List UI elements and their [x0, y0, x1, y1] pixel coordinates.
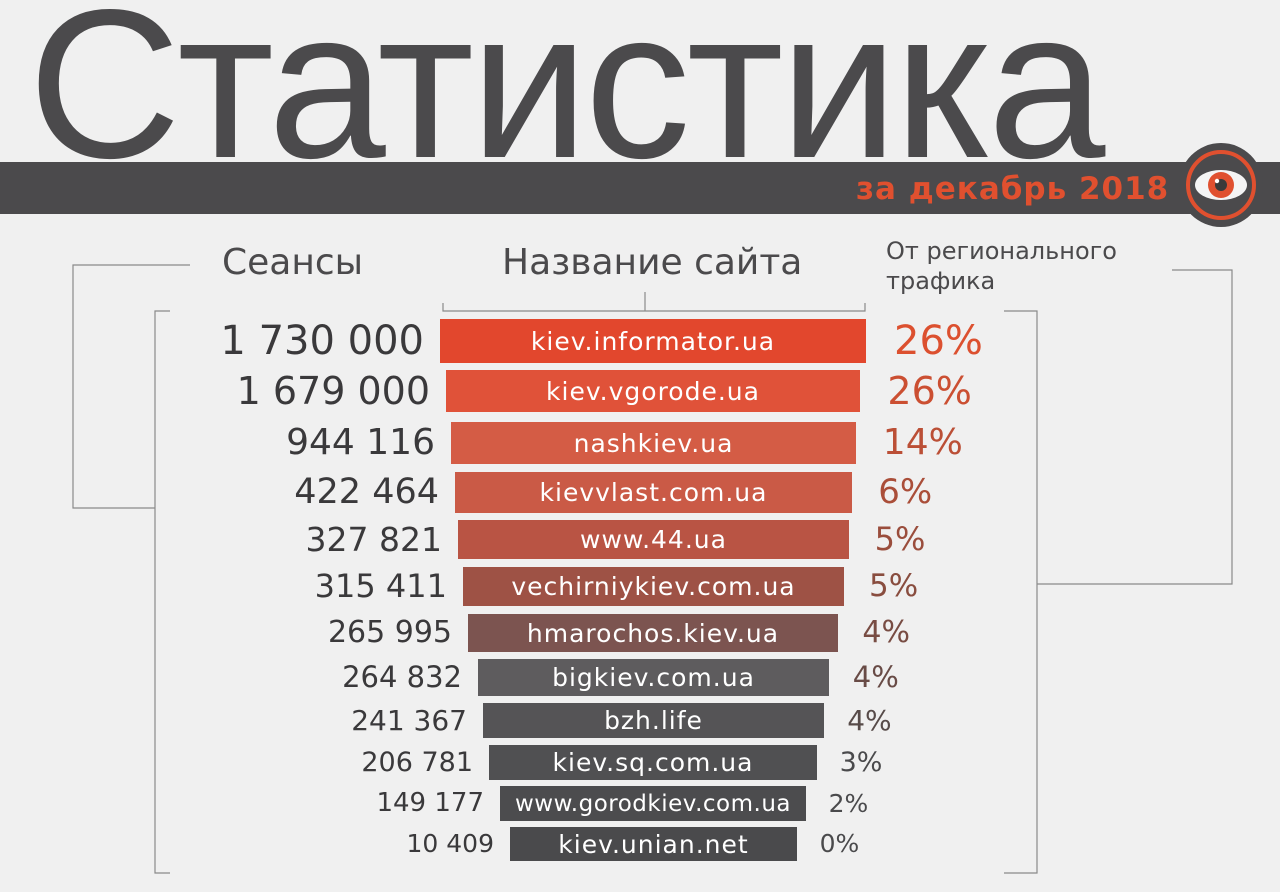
- site-bar: www.44.ua: [458, 520, 849, 559]
- regional-share-value: 2%: [828, 789, 869, 818]
- page-title: Статистика: [28, 0, 1105, 202]
- site-bar: vechirniykiev.com.ua: [463, 567, 844, 606]
- sessions-value: 1 730 000: [220, 318, 424, 364]
- regional-share-value: 3%: [839, 747, 883, 778]
- site-bar: kievvlast.com.ua: [455, 472, 852, 513]
- site-bar: kiev.sq.com.ua: [489, 745, 817, 780]
- sessions-value: 327 821: [305, 520, 442, 559]
- header-site-name: Название сайта: [502, 242, 803, 283]
- site-bar: kiev.informator.ua: [440, 319, 866, 363]
- header-sessions: Сеансы: [222, 242, 364, 283]
- sessions-value: 241 367: [351, 704, 467, 737]
- site-bar: www.gorodkiev.com.ua: [500, 786, 806, 821]
- sessions-value: 944 116: [286, 422, 435, 463]
- regional-share-value: 14%: [882, 422, 963, 463]
- site-bar: nashkiev.ua: [451, 422, 856, 464]
- page-subtitle: за декабрь 2018: [856, 171, 1170, 207]
- title-band: [0, 162, 1280, 214]
- eye-lens-icon: [1179, 143, 1263, 227]
- regional-share-value: 4%: [862, 615, 910, 650]
- header-regional-share: От регионального трафика: [886, 237, 1117, 295]
- sessions-value: 10 409: [406, 829, 494, 858]
- regional-share-value: 5%: [874, 520, 926, 558]
- sessions-value: 315 411: [314, 567, 447, 605]
- site-bar: kiev.vgorode.ua: [446, 370, 860, 412]
- regional-share-value: 26%: [894, 318, 983, 364]
- sessions-value: 1 679 000: [236, 369, 430, 413]
- regional-share-value: 4%: [847, 704, 892, 737]
- sessions-value: 265 995: [327, 615, 452, 650]
- site-bar: bzh.life: [483, 703, 824, 738]
- sessions-value: 149 177: [376, 788, 484, 818]
- regional-share-value: 5%: [869, 568, 919, 604]
- regional-share-value: 0%: [819, 829, 860, 858]
- regional-share-value: 6%: [878, 472, 933, 512]
- sessions-value: 422 464: [294, 472, 439, 512]
- regional-share-value: 4%: [852, 660, 899, 694]
- site-bar: bigkiev.com.ua: [478, 659, 829, 696]
- sessions-value: 206 781: [361, 747, 473, 778]
- regional-share-value: 26%: [887, 369, 972, 413]
- site-bar: hmarochos.kiev.ua: [468, 614, 838, 652]
- sessions-value: 264 832: [342, 660, 462, 694]
- site-bar: kiev.unian.net: [510, 827, 797, 861]
